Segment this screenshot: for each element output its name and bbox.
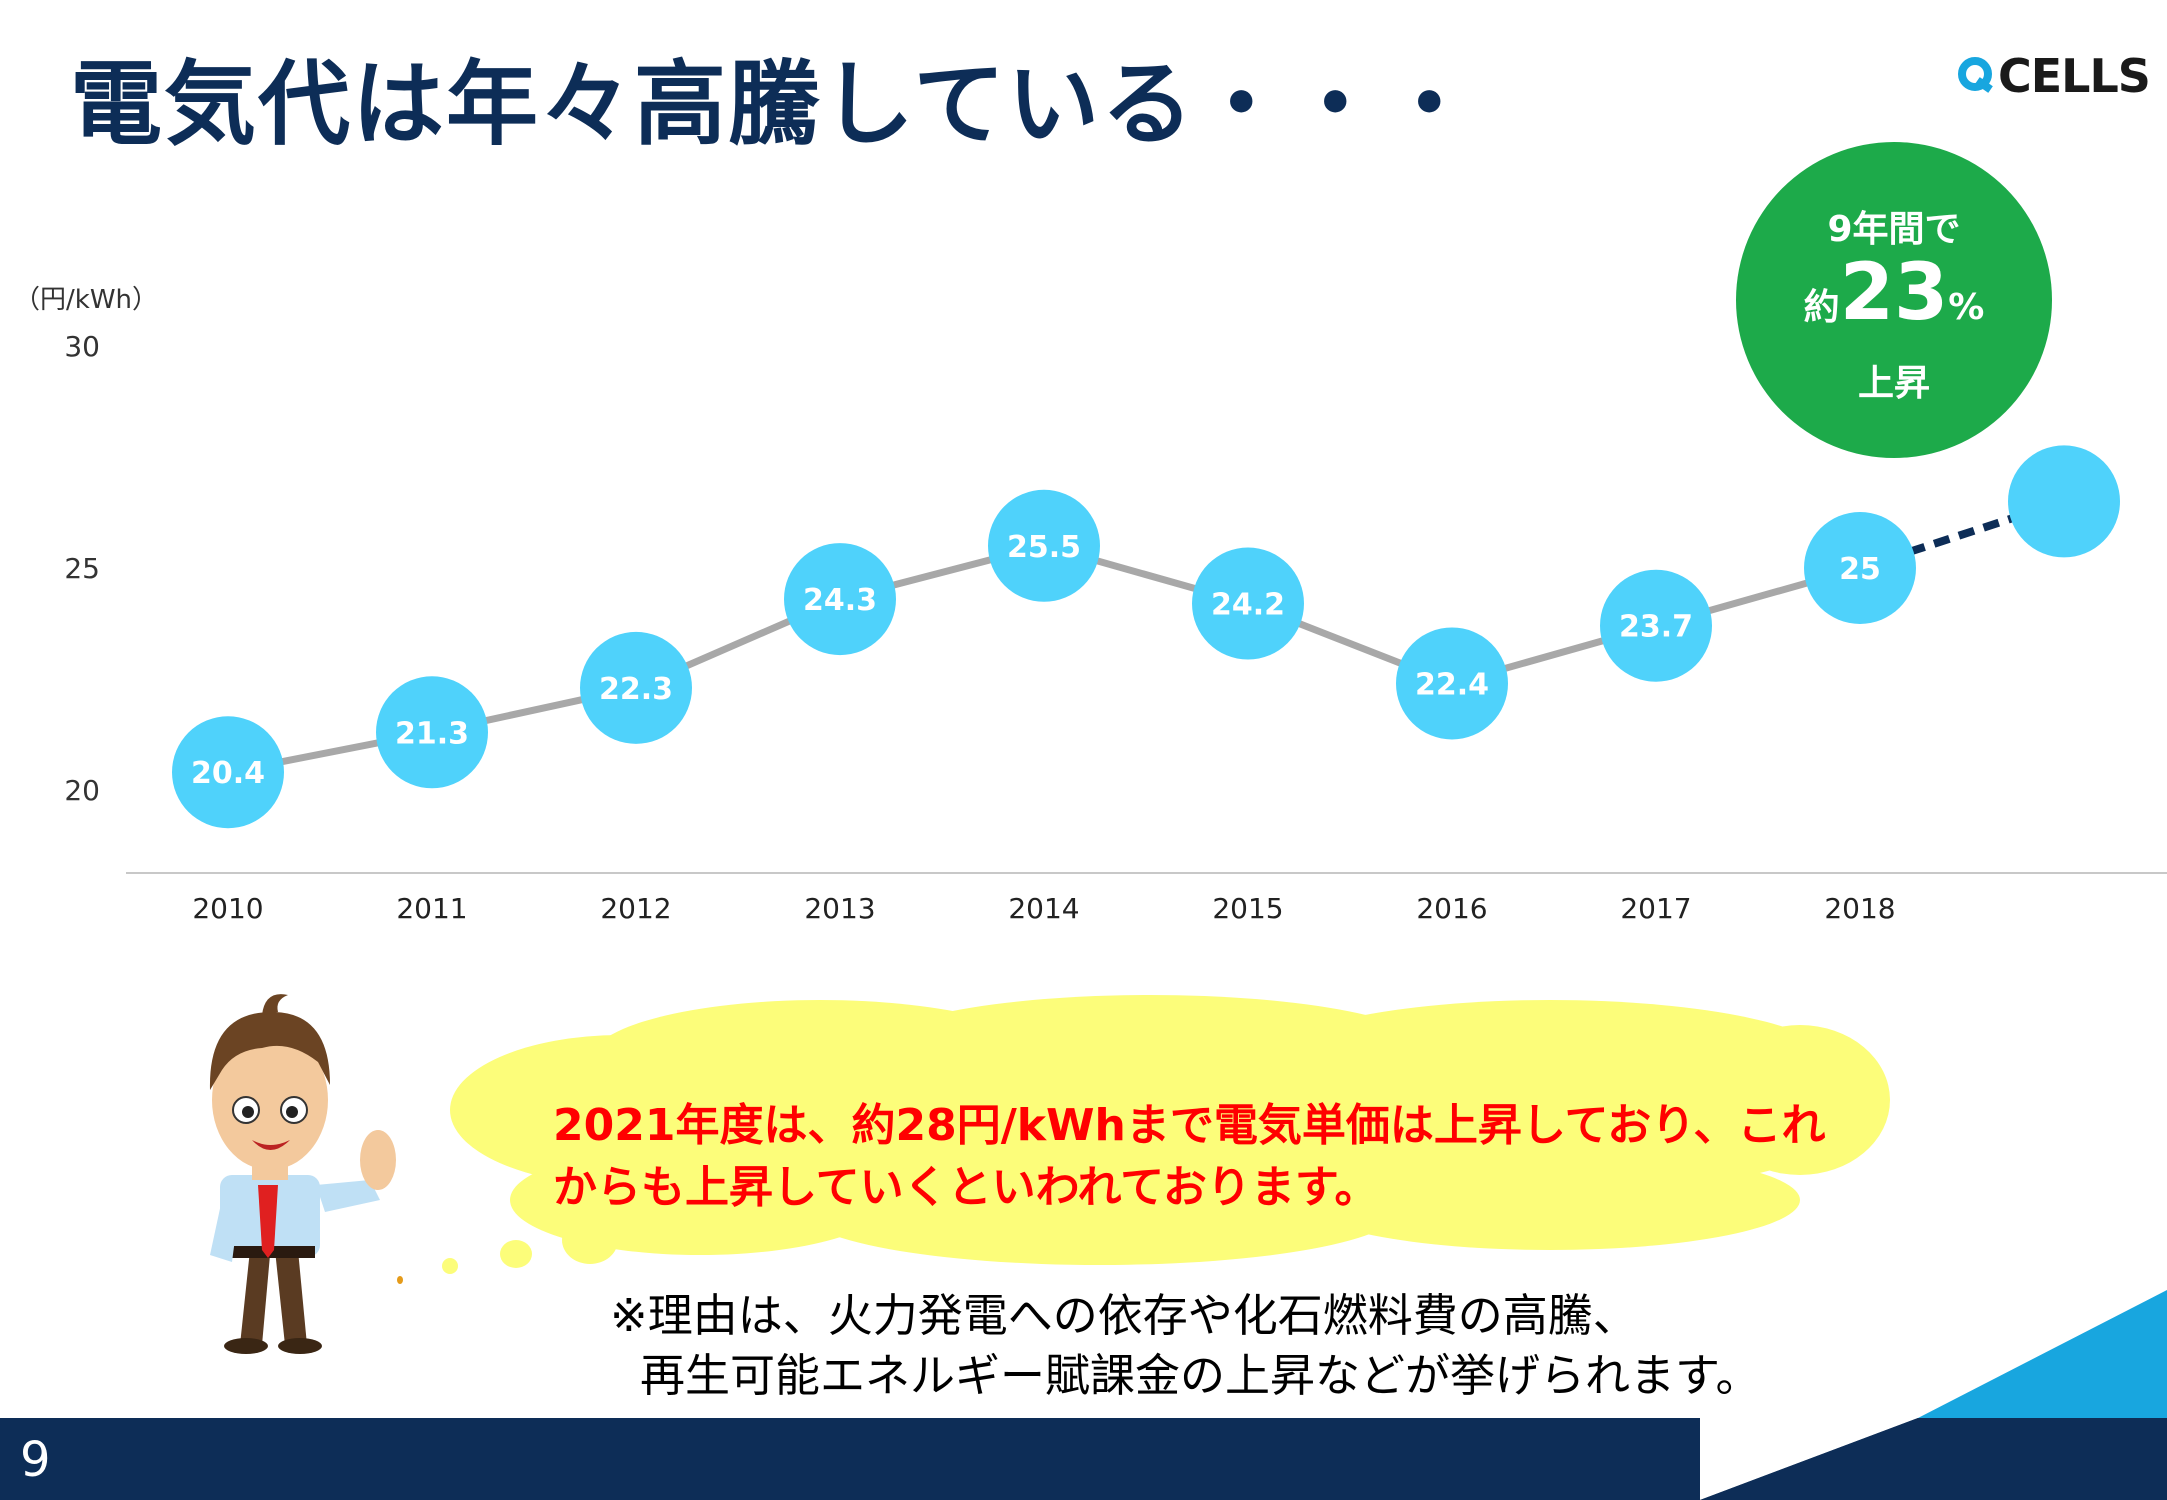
x-tick-label: 2016 [1416, 892, 1487, 925]
data-label: 22.4 [1415, 667, 1489, 702]
badge-suffix: % [1948, 287, 1985, 328]
data-label: 23.7 [1619, 610, 1693, 645]
data-label: 25.5 [1007, 530, 1081, 565]
x-tick-label: 2011 [396, 892, 467, 925]
y-tick-label: 20 [64, 774, 100, 807]
x-tick-label: 2014 [1008, 892, 1079, 925]
data-label: 25 [1839, 552, 1881, 587]
data-point [1600, 569, 1712, 682]
data-point [376, 676, 488, 789]
badge-period: 9年間で [1827, 209, 1961, 250]
data-label: 22.3 [599, 672, 673, 707]
logo-text: CELLS [1998, 49, 2151, 103]
page-title: 電気代は年々高騰している・・・ [70, 51, 1478, 158]
speech-cloud-text: 2021年度は、約28円/kWhまで電気単価は上昇しており、これからも上昇してい… [553, 1100, 1826, 1213]
x-tick-label: 2010 [192, 892, 263, 925]
increase-badge: 9年間で 約23% 上昇 [1736, 142, 2052, 458]
reason-note-line1: ※理由は、火力発電への依存や化石燃料費の高騰、 [610, 1289, 1638, 1342]
badge-percentage: 約23% [1736, 248, 2052, 338]
data-point [784, 543, 896, 656]
x-tick-label: 2018 [1824, 892, 1895, 925]
x-tick-label: 2017 [1620, 892, 1691, 925]
data-point [988, 489, 1100, 602]
y-tick-label: 25 [64, 552, 100, 585]
reason-note-line2: 再生可能エネルギー賦課金の上昇などが挙げられます。 [640, 1349, 1761, 1402]
data-point [1804, 512, 1916, 624]
x-tick-label: 2012 [600, 892, 671, 925]
q-logo-icon [1958, 57, 1992, 91]
qcells-logo: CELLS [1958, 49, 2151, 103]
badge-rise: 上昇 [1857, 363, 1930, 404]
badge-number: 23 [1839, 248, 1949, 338]
data-label: 20.4 [191, 756, 265, 791]
speech-cloud [397, 995, 1890, 1284]
x-tick-label: 2013 [804, 892, 875, 925]
accent-wedge [1918, 1290, 2167, 1418]
data-label: 24.3 [803, 583, 877, 618]
data-label: 24.2 [1211, 588, 1285, 623]
data-point [1396, 627, 1508, 740]
businessman-illustration [209, 994, 396, 1354]
reason-note: ※理由は、火力発電への依存や化石燃料費の高騰、 再生可能エネルギー賦課金の上昇な… [610, 1286, 1761, 1406]
page-number: 9 [20, 1432, 51, 1488]
data-point [172, 716, 284, 829]
x-tick-label: 2015 [1212, 892, 1283, 925]
data-label: 21.3 [395, 716, 469, 751]
data-point [580, 631, 692, 744]
badge-prefix: 約 [1803, 287, 1840, 328]
projection-point [2008, 445, 2120, 558]
chart-plot: （円/kWh） 30 25 20 20.4 2010 21.3 2011 22.3 2012 24.… [14, 285, 2167, 925]
y-axis-unit-label: （円/kWh） [14, 285, 158, 315]
y-tick-label: 30 [64, 330, 100, 363]
data-point [1192, 547, 1304, 660]
